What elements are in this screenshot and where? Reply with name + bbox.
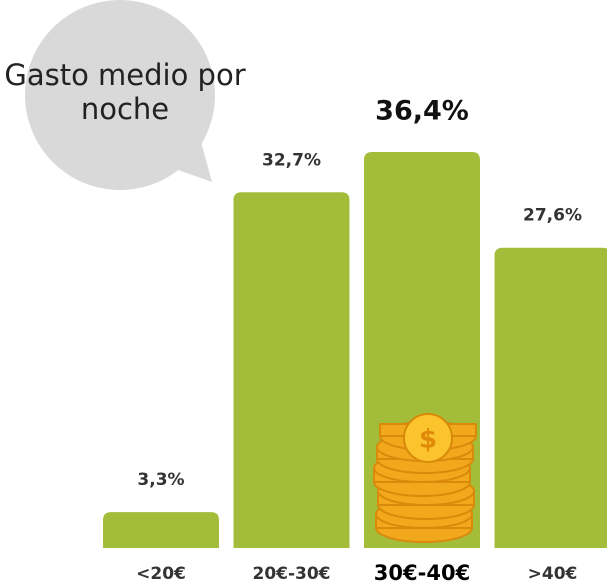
x-tick-label: <20€ (136, 564, 186, 584)
value-label: 3,3% (137, 470, 184, 490)
chart-title: Gasto medio por noche (0, 58, 250, 126)
infographic: $ 3,3% <20€ 32,7% 20€-30€ 36,4% 30€-40€ 27,6% >… (0, 0, 607, 584)
x-tick-label: 20€-30€ (252, 564, 330, 584)
x-tick-label: >40€ (528, 564, 578, 584)
x-tick-label: 30€-40€ (374, 561, 470, 584)
bar (495, 248, 607, 548)
bar (103, 512, 219, 548)
value-label: 27,6% (523, 206, 582, 226)
svg-text:$: $ (419, 425, 437, 455)
value-label: 32,7% (262, 150, 321, 170)
bar (234, 192, 350, 548)
coins-illustration: $ (374, 414, 476, 542)
value-label: 36,4% (375, 96, 469, 127)
